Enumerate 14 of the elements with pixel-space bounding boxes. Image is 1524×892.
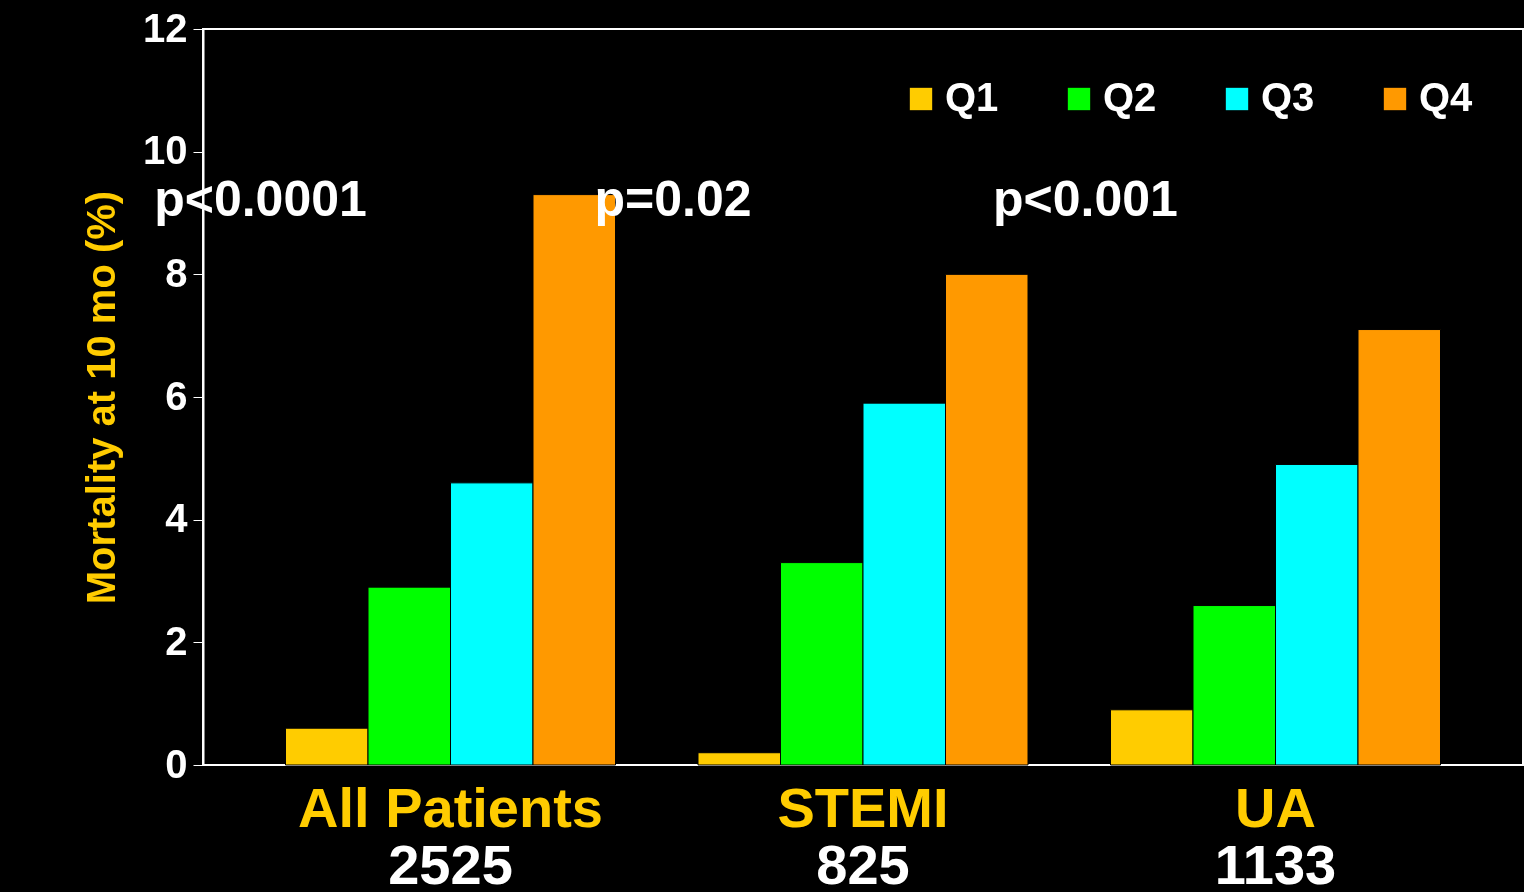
legend-label: Q1 (945, 75, 999, 119)
annotation: p=0.02 (594, 171, 752, 227)
legend-label: Q3 (1261, 75, 1315, 119)
y-tick-label: 2 (165, 618, 188, 663)
y-tick-label: 4 (165, 496, 189, 541)
legend-label: Q2 (1103, 75, 1157, 119)
y-tick-label: 0 (165, 741, 188, 786)
y-tick-label: 12 (143, 5, 188, 50)
legend-label: Q4 (1419, 75, 1474, 119)
annotation: p<0.001 (993, 171, 1178, 227)
y-tick-label: 10 (143, 128, 188, 173)
y-tick-label: 8 (165, 250, 188, 295)
y-axis-title: Mortality at 10 mo (%) (79, 190, 124, 605)
y-tick-label: 6 (165, 373, 188, 418)
